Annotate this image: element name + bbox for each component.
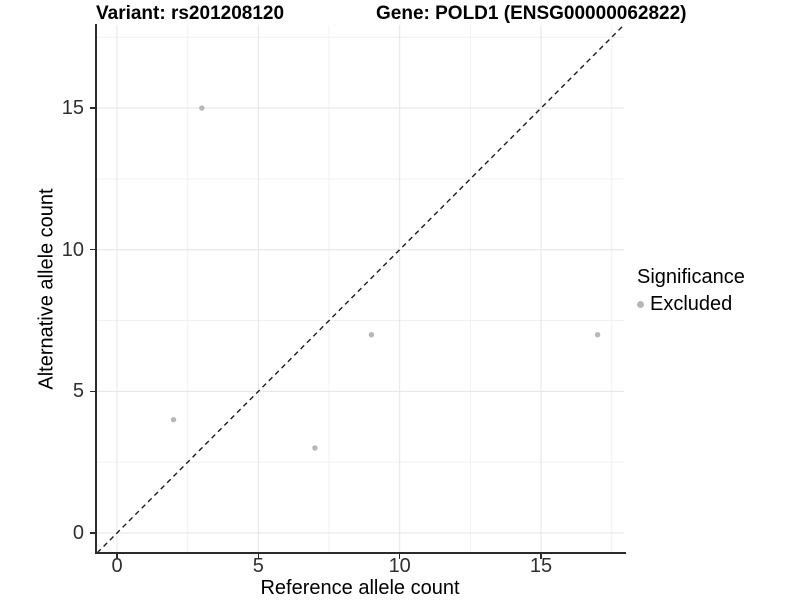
legend: Significance Excluded: [637, 266, 745, 315]
x-tick-label: 15: [529, 555, 553, 577]
x-axis-title: Reference allele count: [260, 577, 460, 599]
plot-title-gene: Gene: POLD1 (ENSG00000062822): [376, 3, 687, 24]
y-tick-mark: [89, 248, 95, 251]
y-tick-mark: [89, 390, 95, 393]
plot-title-variant: Variant: rs201208120: [96, 3, 285, 24]
data-point: [368, 331, 375, 338]
y-tick-label: 10: [61, 238, 84, 261]
legend-item-excluded: Excluded: [637, 293, 745, 315]
x-tick-label: 10: [388, 555, 411, 577]
data-point: [312, 445, 318, 451]
x-tick-mark: [398, 553, 401, 559]
y-tick-label: 5: [72, 380, 84, 403]
identity-line: [96, 25, 624, 553]
x-tick-label: 0: [111, 555, 123, 577]
data-point: [170, 416, 177, 423]
x-tick-mark: [116, 553, 118, 559]
data-point: [199, 105, 205, 111]
x-tick-label: 5: [252, 555, 264, 577]
plot-panel: [96, 25, 624, 553]
x-axis-line: [94, 552, 626, 554]
y-tick-mark: [89, 532, 95, 534]
plot-canvas: [96, 25, 624, 553]
x-tick-mark: [540, 553, 542, 559]
y-axis-title: Alternative allele count: [35, 188, 58, 390]
y-tick-mark: [89, 107, 95, 109]
legend-point-icon: [637, 300, 644, 308]
data-point: [594, 331, 601, 338]
y-tick-label: 15: [61, 97, 84, 120]
legend-item-label: Excluded: [650, 293, 733, 315]
y-tick-label: 0: [72, 522, 84, 544]
y-axis-line: [94, 24, 97, 554]
x-tick-mark: [257, 553, 260, 559]
legend-title: Significance: [637, 266, 745, 288]
